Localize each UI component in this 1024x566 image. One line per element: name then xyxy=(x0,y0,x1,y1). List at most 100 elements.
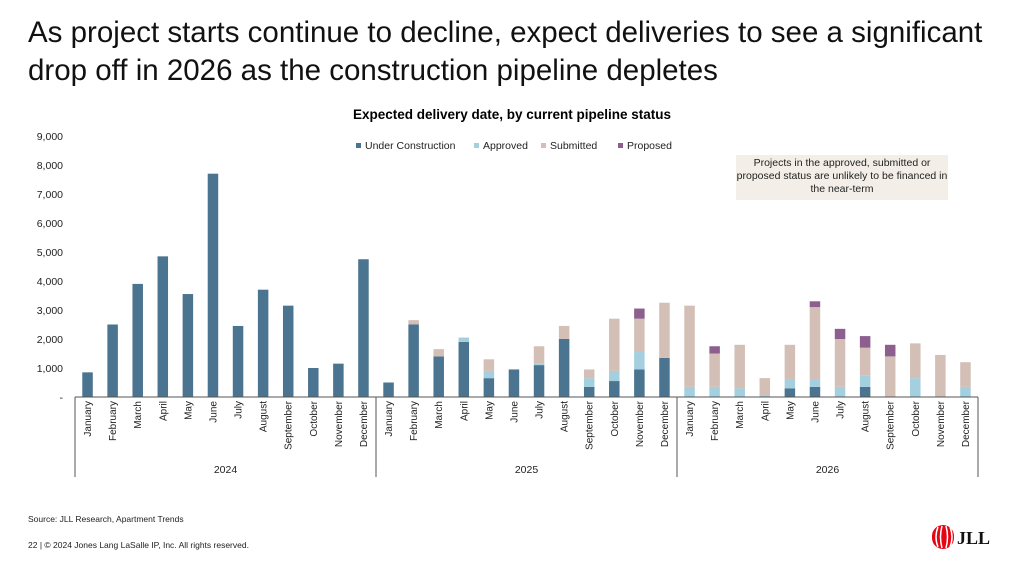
bar-under-construction xyxy=(232,325,244,397)
y-tick-label: 2,000 xyxy=(37,334,63,346)
x-tick-label: June xyxy=(509,401,520,423)
x-tick-label: February xyxy=(710,401,721,441)
bar-approved xyxy=(709,386,720,397)
x-tick-label: February xyxy=(108,401,119,441)
bar-approved xyxy=(734,388,745,397)
bar-under-construction xyxy=(182,294,194,397)
bar-submitted xyxy=(784,344,796,380)
bar-approved xyxy=(759,395,771,397)
x-tick-label: May xyxy=(484,401,495,420)
bar-proposed xyxy=(834,328,846,339)
legend-swatch xyxy=(541,143,546,148)
x-tick-label: March xyxy=(133,401,144,429)
legend-swatch xyxy=(356,143,361,148)
bar-under-construction xyxy=(483,378,495,397)
x-tick-label: July xyxy=(836,401,847,419)
bar-submitted xyxy=(408,320,419,325)
bar-submitted xyxy=(884,356,896,397)
bar-proposed xyxy=(859,336,871,348)
bar-submitted xyxy=(759,378,771,396)
bar-submitted xyxy=(709,353,720,387)
bar-under-construction xyxy=(207,173,219,397)
x-tick-label: January xyxy=(83,401,94,437)
x-tick-label: August xyxy=(259,401,270,432)
bar-under-construction xyxy=(659,357,670,397)
x-tick-label: September xyxy=(886,400,897,450)
bar-under-construction xyxy=(784,388,796,397)
bar-under-construction xyxy=(634,369,645,397)
bar-submitted xyxy=(809,307,821,380)
group-label: 2026 xyxy=(816,464,840,476)
bar-approved xyxy=(859,375,871,387)
x-tick-label: November xyxy=(334,400,345,447)
bar-under-construction xyxy=(333,363,344,397)
y-tick-label: 3,000 xyxy=(37,305,63,317)
x-tick-label: December xyxy=(660,400,671,447)
x-tick-label: January xyxy=(685,401,696,437)
slide-title: As project starts continue to decline, e… xyxy=(28,16,983,87)
bar-submitted xyxy=(910,343,921,379)
bar-approved xyxy=(834,386,846,397)
bar-approved xyxy=(684,386,695,397)
x-tick-label: October xyxy=(309,400,320,436)
jll-logo-icon xyxy=(932,525,954,549)
logo-wordmark: JLL xyxy=(957,528,990,548)
bar-under-construction xyxy=(82,372,93,397)
bar-approved xyxy=(960,386,971,397)
bar-under-construction xyxy=(308,368,319,397)
x-tick-label: September xyxy=(585,400,596,450)
bar-submitted xyxy=(558,325,570,339)
x-tick-label: December xyxy=(359,400,370,447)
bar-under-construction xyxy=(383,382,394,397)
legend-label: Submitted xyxy=(550,140,597,152)
bar-proposed xyxy=(884,344,896,357)
bar-submitted xyxy=(433,349,444,357)
bar-approved xyxy=(483,370,495,379)
y-tick-label: 4,000 xyxy=(37,276,63,288)
bar-under-construction xyxy=(408,324,419,397)
bar-submitted xyxy=(684,305,695,387)
bar-under-construction xyxy=(558,339,570,397)
bar-under-construction xyxy=(132,283,143,397)
bar-under-construction xyxy=(282,305,294,397)
legend-label: Proposed xyxy=(627,140,672,152)
bar-submitted xyxy=(859,347,871,376)
bar-under-construction xyxy=(609,381,620,397)
y-tick-label: 6,000 xyxy=(37,218,63,230)
y-tick-label: 7,000 xyxy=(37,189,63,201)
bar-submitted xyxy=(935,354,946,397)
bar-approved xyxy=(609,370,620,382)
x-tick-label: August xyxy=(560,401,571,432)
bar-under-construction xyxy=(157,256,169,397)
x-tick-label: May xyxy=(785,401,796,420)
bar-submitted xyxy=(659,302,670,358)
bar-submitted xyxy=(634,318,645,353)
bar-submitted xyxy=(609,318,620,371)
bar-under-construction xyxy=(809,386,821,397)
bar-under-construction xyxy=(859,386,871,397)
y-tick-label: - xyxy=(60,392,64,404)
x-tick-label: April xyxy=(459,401,470,421)
legend-label: Under Construction xyxy=(365,140,456,152)
group-label: 2024 xyxy=(214,464,238,476)
bar-under-construction xyxy=(508,369,520,397)
bar-proposed xyxy=(809,301,821,308)
bar-submitted xyxy=(834,339,846,387)
y-tick-label: 1,000 xyxy=(37,363,63,375)
x-tick-label: March xyxy=(434,401,445,429)
bar-under-construction xyxy=(583,386,595,397)
y-tick-label: 5,000 xyxy=(37,247,63,259)
bar-proposed xyxy=(709,346,720,354)
source-text: Source: JLL Research, Apartment Trends xyxy=(28,514,184,524)
legend-swatch xyxy=(474,143,479,148)
x-tick-label: January xyxy=(384,401,395,437)
legend-swatch xyxy=(618,143,623,148)
x-tick-label: July xyxy=(234,401,245,419)
bar-approved xyxy=(809,379,821,387)
jll-logo: JLL xyxy=(932,525,990,549)
chart-title: Expected delivery date, by current pipel… xyxy=(352,107,672,122)
y-tick-label: 9,000 xyxy=(37,131,63,143)
bar-submitted xyxy=(583,369,595,379)
bar-approved xyxy=(583,378,595,387)
